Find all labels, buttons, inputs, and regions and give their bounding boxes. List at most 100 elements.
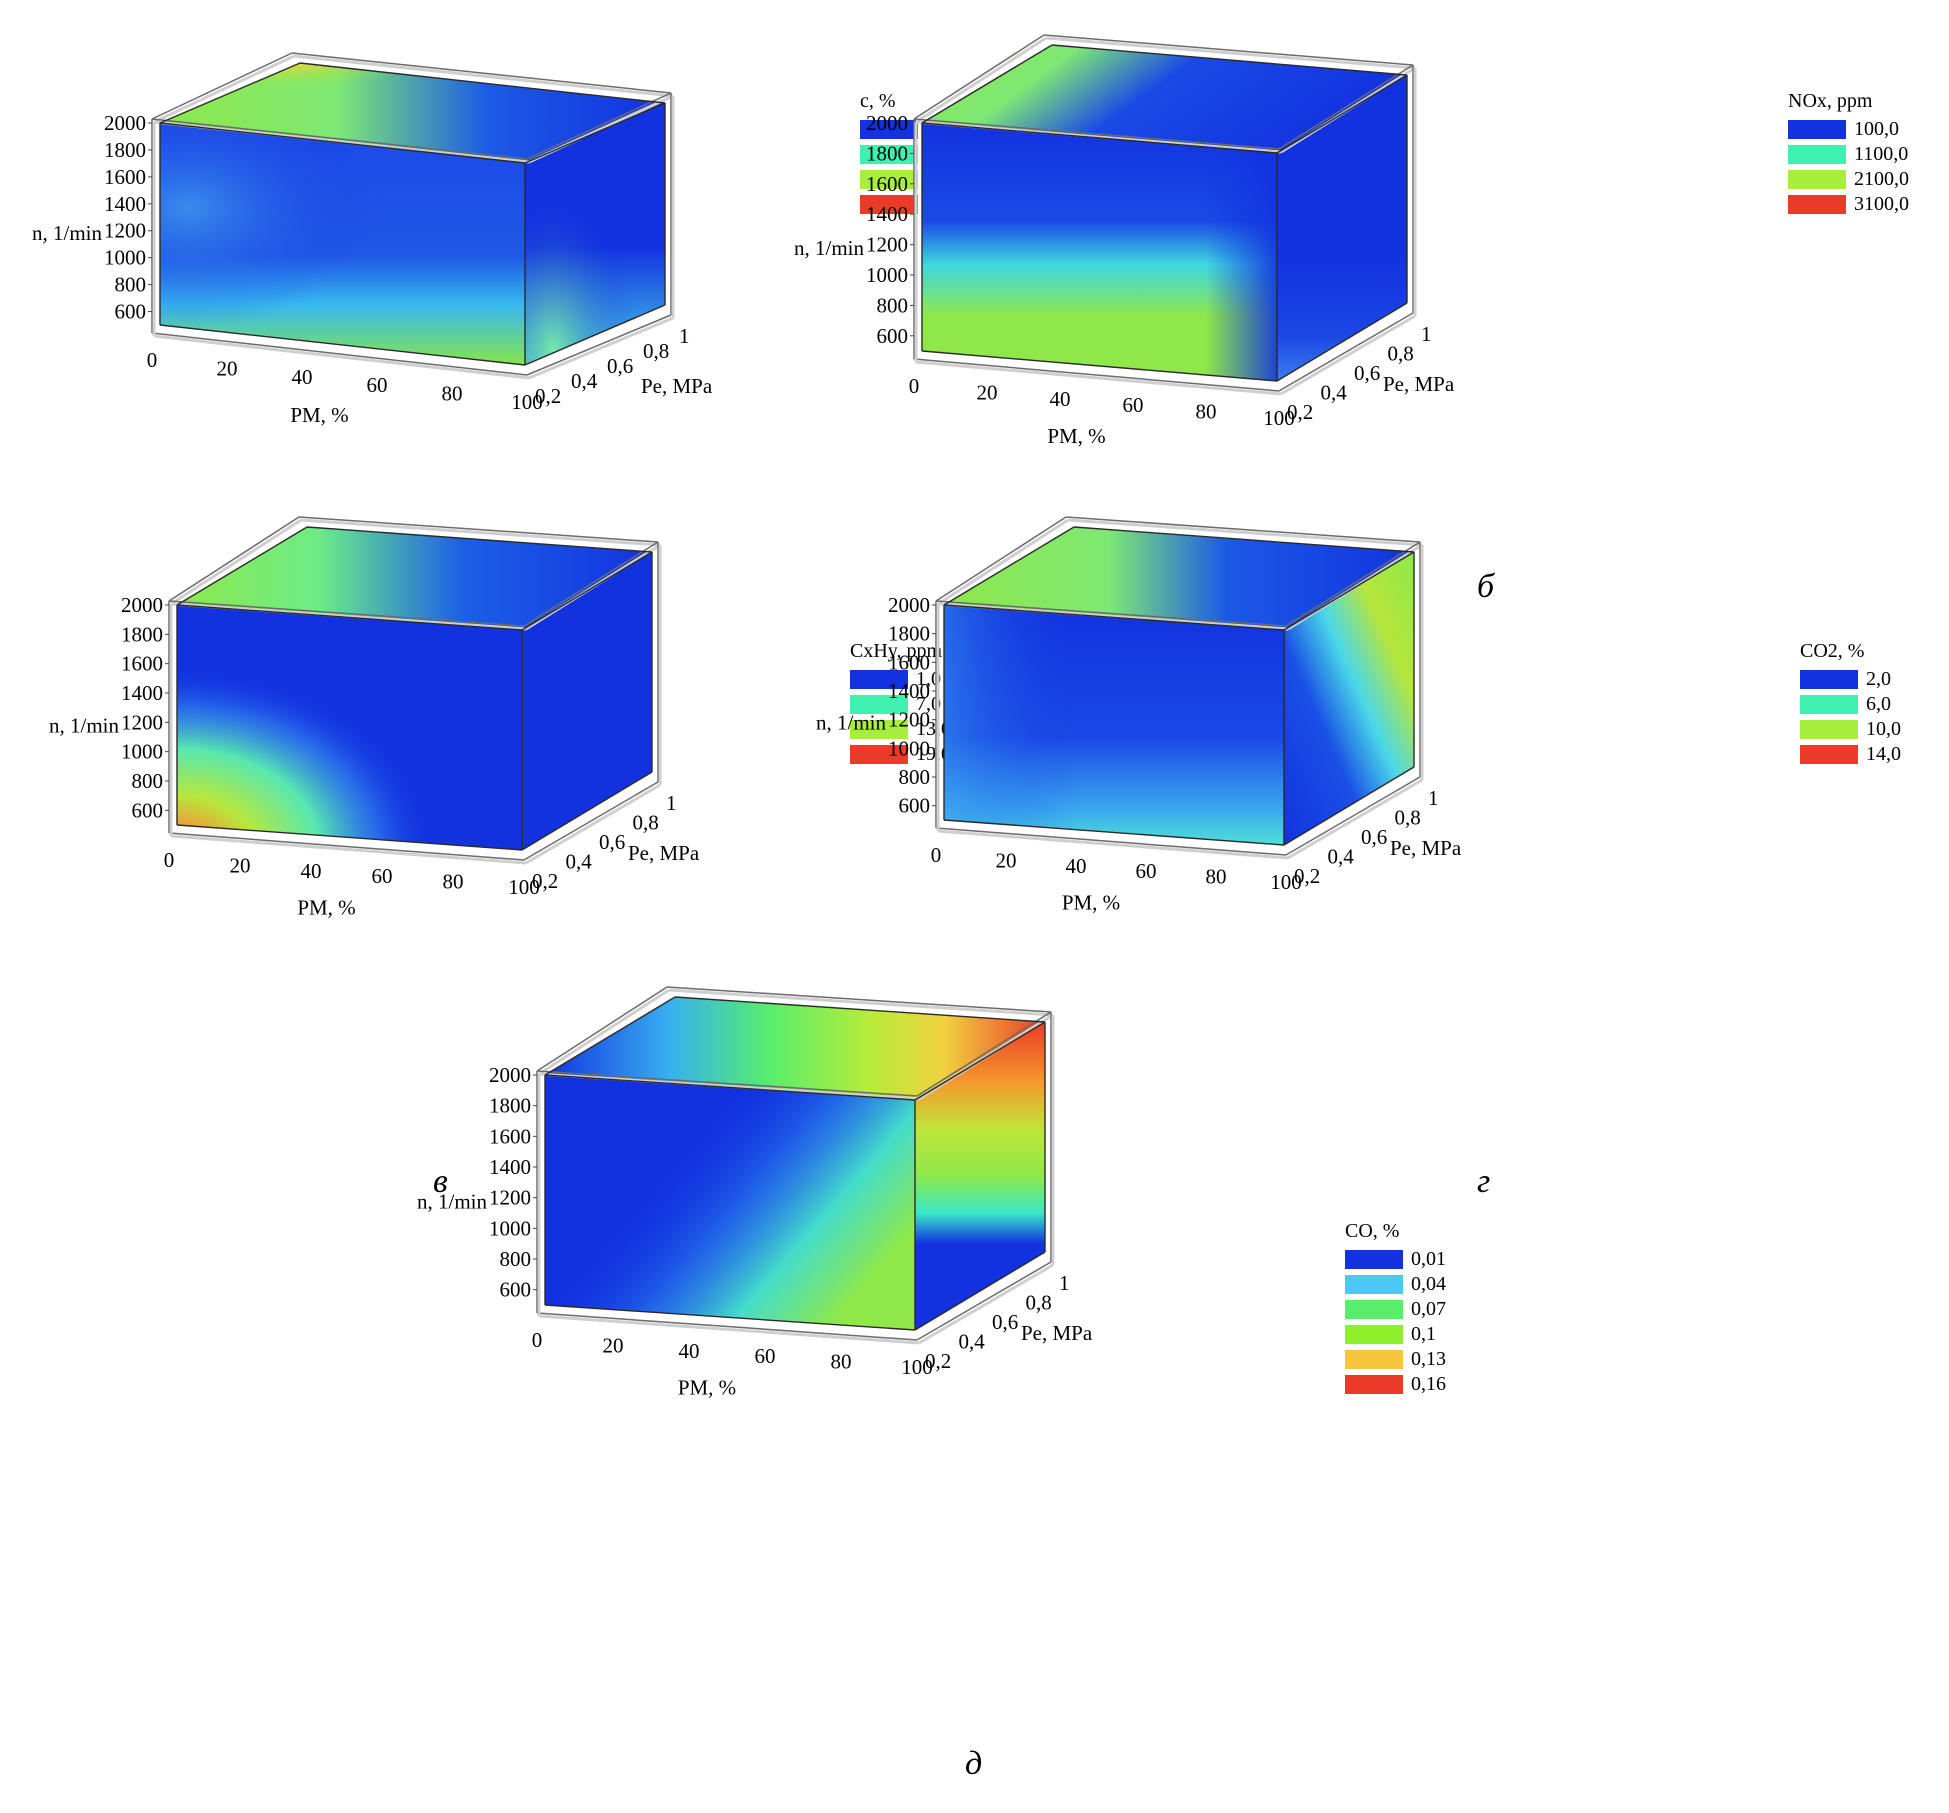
frame-edge-shadow [915,36,1047,124]
legend-item: 7,0 [850,692,951,717]
surface-side-e [915,1022,1045,1330]
x-tick-label: 40 [679,1339,700,1363]
y-tick-label: 1000 [489,1216,531,1240]
cube-edge [521,771,653,851]
frame-edge [151,332,528,376]
y-tick-label: 1600 [121,652,163,676]
x-tick-label: 80 [442,382,463,406]
x-axis-label: PM, % [1062,891,1120,915]
x-tick-label: 40 [292,365,313,389]
legend-label: 3100,0 [1854,193,1909,215]
y-tick-label: 1400 [866,202,908,226]
frame-edge-shadow [538,1072,920,1101]
legend-item: 2100,0 [1788,167,1909,192]
frame-edge-shadow [170,834,527,865]
x-tick-label: 0 [532,1328,543,1352]
legend-swatch [860,145,918,164]
cube-edge [1073,526,1415,553]
x-tick-label: 40 [1066,854,1087,878]
cube-edge [306,526,653,553]
legend-swatch [1345,1250,1403,1269]
cube-plot-d: 600 800 1000 1200 1400 1600 1800 2000 n, 1/min 0 2… [816,516,1462,915]
surface-top-d [944,527,1414,630]
legend-swatch [1788,170,1846,189]
y-tick-label: 1400 [104,192,146,216]
z-tick-label: 0,4 [566,850,593,874]
legend-item: 13,0 [850,717,951,742]
x-axis-label: PM, % [297,896,355,920]
y-tick-label: 1200 [121,710,163,734]
cube-edge [921,44,1053,124]
cube-edge [544,996,676,1076]
z-tick-label: 0,2 [535,384,561,408]
cube-edge [921,122,1278,154]
legend-label: 7,0 [916,693,941,715]
legend-item: 10,0 [1800,717,1901,742]
surface-front-b [922,123,1277,381]
legend-item: 0,07 [1345,1297,1446,1322]
z-axis-label: Pe, MPa [1021,1321,1093,1345]
legend-item: 19,0 [850,742,951,767]
cube-plot-a: 600 800 1000 1200 1400 1600 1800 2000 n, 1/min 0 2… [32,52,713,427]
legend-label: 2100,0 [1854,168,1909,190]
frame-edge [935,827,1287,856]
legend-item: 0,04 [1345,1272,1446,1297]
z-tick-label: 0,4 [1328,845,1355,869]
frame-edge [168,832,525,861]
y-tick-label: 600 [500,1278,532,1302]
z-axis-label: Pe, MPa [628,841,700,865]
frame-edge [526,92,672,160]
y-axis-label: n, 1/min [32,221,103,245]
frame-edge [913,118,1280,150]
y-axis-label: n, 1/min [816,711,887,735]
legend-label: 0,07 [1411,1298,1446,1320]
y-tick-label: 800 [877,293,909,317]
surface-top-b [922,45,1407,153]
x-axis-label: PM, % [678,1376,736,1400]
x-tick-label: 80 [1196,400,1217,424]
legend-swatch [1788,145,1846,164]
legend-c: CxHy, ppm 1,0 7,0 13,0 19,0 [850,640,951,767]
y-tick-label: 1000 [866,263,908,287]
cube-edge [524,304,666,366]
legend-e: CO, % 0,01 0,04 0,07 0,1 0,13 0,16 [1345,1220,1446,1397]
z-tick-label: 1 [1421,322,1432,346]
legend-swatch [1345,1350,1403,1369]
cube-edge [544,1304,916,1331]
legend-item: 0,16 [1345,1372,1446,1397]
z-tick-label: 0,2 [532,869,558,893]
y-tick-label: 1800 [121,622,163,646]
legend-item: 0,01 [1345,1247,1446,1272]
y-tick-label: 2000 [104,111,146,135]
y-tick-label: 1800 [489,1094,531,1118]
cube-edge [1051,44,1408,76]
z-tick-label: 1 [666,791,677,815]
frame-edge-shadow [937,518,1069,606]
frame-edge [151,118,528,160]
frame-edge-shadow [1045,36,1416,70]
x-tick-label: 20 [996,848,1017,872]
legend-title-a: c, % [860,90,896,112]
y-tick-label: 2000 [866,111,908,135]
legend-label: 2,0 [1866,668,1891,690]
legend-title-d: CO2, % [1800,640,1865,662]
legend-swatch [1800,695,1858,714]
cube-edge [943,526,1075,606]
z-axis-label: Pe, MPa [1390,836,1462,860]
frame-edge [1285,776,1421,856]
y-axis-label: n, 1/min [794,236,865,260]
caption-e: д [965,1745,983,1782]
surface-side-d [1284,552,1414,845]
legend-swatch [1800,745,1858,764]
z-tick-label: 0,6 [607,354,633,378]
frame-edge-shadow [1067,518,1423,547]
legend-swatch [1345,1325,1403,1344]
cube-edge [521,551,653,631]
legend-label: 13,0 [916,718,951,740]
x-tick-label: 60 [367,373,388,397]
x-tick-label: 80 [1206,865,1227,889]
surface-side-b [1277,75,1407,381]
z-tick-label: 0,8 [1026,1291,1052,1315]
z-tick-label: 0,8 [633,811,659,835]
frame-edge [523,541,659,627]
